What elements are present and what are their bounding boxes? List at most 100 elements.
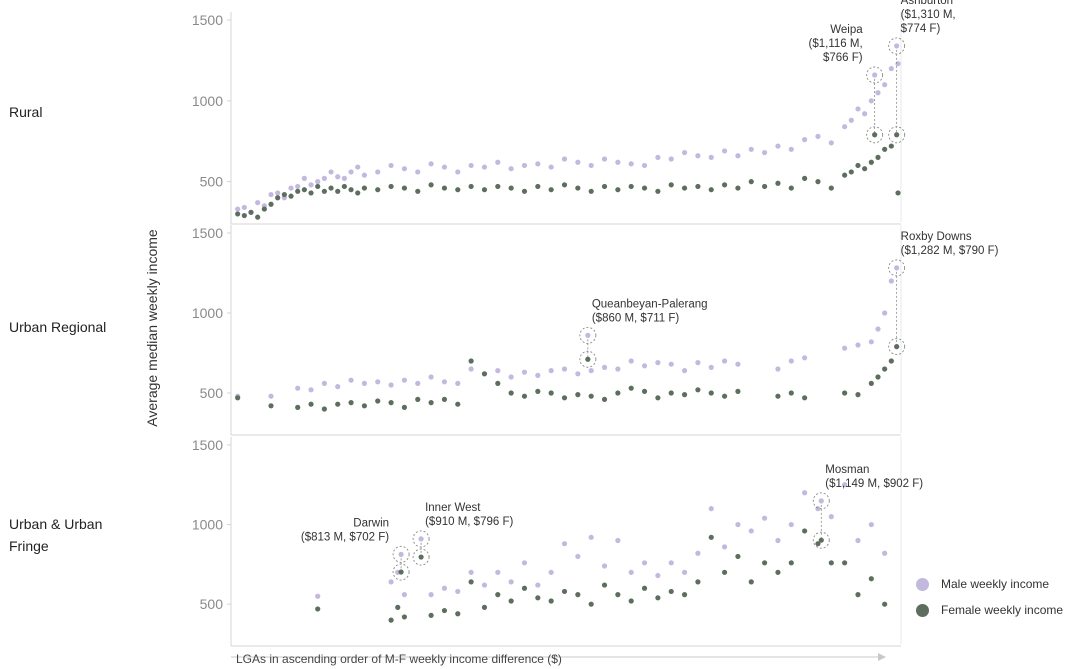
female-income-point [882, 146, 888, 152]
female-income-point [328, 185, 334, 191]
female-income-point [341, 183, 347, 190]
female-income-point [468, 183, 474, 190]
female-income-point [802, 395, 808, 401]
male-income-point [441, 585, 448, 591]
male-income-point [361, 172, 367, 178]
female-income-point [468, 579, 474, 585]
annotation-label-line: ($1,149 M, $902 F) [825, 478, 923, 490]
female-income-point [495, 592, 501, 598]
female-income-point [601, 396, 608, 402]
female-income-point [415, 396, 421, 402]
female-income-point [401, 614, 408, 620]
female-income-point [868, 380, 874, 386]
male-highlight-point [398, 551, 404, 557]
male-income-point [521, 162, 528, 169]
female-income-point [668, 390, 674, 396]
male-income-point [775, 143, 781, 149]
annotation-label-line: ($1,310 M, [901, 9, 956, 21]
female-income-point [695, 387, 701, 393]
female-income-point [241, 212, 247, 219]
male-income-point [335, 174, 341, 180]
male-income-point [855, 106, 861, 112]
male-income-point [335, 384, 341, 390]
male-income-point [548, 569, 554, 575]
legend-male: Male weekly income [916, 577, 1049, 591]
male-income-point [375, 169, 381, 175]
female-income-point [321, 406, 327, 412]
female-highlight-ring [866, 126, 884, 144]
male-income-point [615, 537, 621, 544]
female-income-point [521, 585, 528, 591]
annotation-label-line: Darwin [353, 517, 389, 529]
female-income-point [321, 188, 327, 194]
annotation-label-line: ($1,282 M, $790 F) [901, 245, 999, 257]
y-axis-label: Average median weekly income [144, 229, 160, 427]
male-income-point [721, 544, 728, 550]
annotation-roxby-downs: Roxby Downs ($1,282 M, $790 F) [888, 231, 999, 356]
male-income-point [721, 148, 728, 154]
male-income-point [681, 569, 688, 575]
female-income-point [495, 183, 501, 190]
male-income-point [268, 393, 274, 399]
male-income-point [468, 162, 474, 169]
female-income-point [802, 528, 808, 534]
female-income-point [548, 598, 554, 604]
female-income-point [548, 390, 554, 396]
male-income-point [561, 541, 568, 547]
female-income-point [441, 607, 448, 614]
male-income-point [588, 534, 594, 540]
female-income-point [348, 400, 354, 406]
female-income-point [641, 388, 648, 394]
male-income-point [588, 162, 594, 169]
female-income-point [301, 187, 307, 193]
male-income-point [275, 190, 281, 196]
male-income-point [655, 572, 661, 579]
male-income-point [615, 366, 621, 372]
female-income-point [895, 190, 901, 196]
female-income-point [842, 390, 848, 396]
annotation-label-line: Queanbeyan-Palerang [592, 298, 708, 310]
female-income-point [882, 601, 888, 607]
female-income-point [615, 187, 621, 193]
female-income-point [615, 390, 621, 396]
male-income-point [308, 387, 314, 393]
male-income-point [428, 374, 434, 380]
female-income-point [828, 185, 834, 191]
male-income-point [875, 90, 881, 96]
annotation-label-line: $774 F) [901, 23, 941, 35]
male-highlight-ring [888, 259, 906, 277]
female-income-point [888, 358, 894, 364]
female-income-point [748, 579, 754, 585]
female-income-point [521, 188, 528, 194]
male-income-point [495, 569, 501, 575]
male-income-point [355, 164, 361, 170]
female-income-point [641, 185, 648, 191]
male-income-point [341, 175, 347, 181]
female-income-point [775, 569, 781, 575]
male-income-point [762, 149, 768, 156]
male-income-point [548, 164, 554, 170]
female-income-point [862, 166, 868, 172]
male-income-point [288, 185, 294, 191]
male-highlight-point [585, 332, 591, 338]
male-income-point [868, 98, 874, 104]
male-income-point [441, 379, 448, 385]
female-income-point [708, 187, 714, 193]
male-income-point [721, 358, 728, 364]
male-income-point [828, 514, 834, 520]
male-income-point [588, 368, 594, 374]
female-income-point [735, 388, 741, 394]
legend-female-label: Female weekly income [941, 603, 1064, 617]
male-income-point [481, 582, 488, 588]
legend-male-swatch [916, 577, 929, 591]
male-income-point [321, 175, 327, 181]
male-income-point [842, 124, 848, 130]
female-income-point [375, 398, 381, 404]
male-income-point [815, 506, 821, 512]
female-income-point [875, 374, 881, 380]
male-income-point [601, 364, 608, 370]
male-income-point [468, 569, 474, 575]
male-income-point [388, 162, 394, 169]
female-income-point [441, 185, 448, 191]
male-income-point [802, 490, 808, 496]
